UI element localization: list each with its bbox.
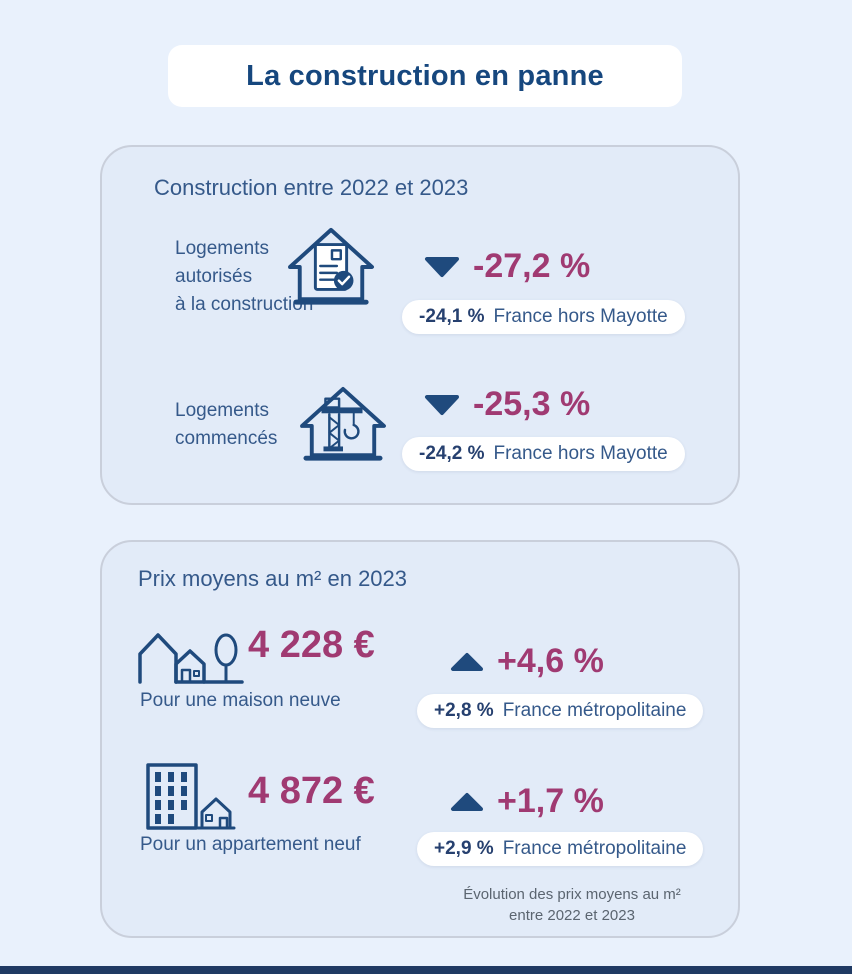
apartment-price: 4 872 € — [248, 770, 375, 812]
prices-panel: Prix moyens au m² en 2023 4 228 € Pour u… — [100, 540, 740, 938]
authorized-housing-label: Logements autorisés à la construction — [175, 238, 314, 315]
started-housing-label: Logements commencés — [175, 400, 278, 449]
comparison-value: +2,8 % — [434, 700, 494, 721]
comparison-value: +2,9 % — [434, 838, 494, 859]
down-arrow-icon — [425, 256, 459, 277]
page-title: La construction en panne — [246, 59, 604, 92]
authorized-housing-change: -27,2 % — [473, 247, 591, 285]
apartment-price-trend: +1,7 % — [450, 782, 604, 821]
down-arrow-icon — [425, 394, 459, 415]
comparison-value: -24,2 % — [419, 443, 485, 464]
construction-panel-header: Construction entre 2022 et 2023 — [154, 175, 469, 200]
house-price-change: +4,6 % — [497, 642, 604, 680]
house-price-caption: Pour une maison neuve — [140, 690, 341, 711]
comparison-scope: France métropolitaine — [502, 838, 687, 859]
started-housing-trend: -25,3 % — [424, 385, 590, 424]
apartment-price-change: +1,7 % — [497, 782, 604, 820]
construction-panel: Construction entre 2022 et 2023 Logement… — [100, 145, 740, 505]
house-permit-icon — [286, 225, 376, 309]
prices-panel-header: Prix moyens au m² en 2023 — [138, 566, 408, 591]
comparison-scope: France hors Mayotte — [493, 306, 668, 327]
apartment-price-comparison-pill: +2,9 % France métropolitaine — [417, 832, 704, 866]
comparison-scope: France hors Mayotte — [493, 443, 668, 464]
authorized-housing-trend: -27,2 % — [424, 247, 590, 286]
footer-bar — [0, 966, 852, 974]
prices-footnote: Évolution des prix moyens au m² entre 20… — [463, 886, 681, 924]
houses-tree-icon — [134, 630, 246, 686]
up-arrow-icon — [451, 652, 483, 671]
started-housing-change: -25,3 % — [473, 385, 591, 423]
apartment-price-caption: Pour un appartement neuf — [140, 834, 361, 855]
up-arrow-icon — [451, 792, 483, 811]
house-price-trend: +4,6 % — [450, 642, 604, 681]
page-title-card: La construction en panne — [168, 45, 682, 107]
comparison-scope: France métropolitaine — [502, 700, 687, 721]
house-crane-icon — [298, 385, 388, 465]
started-housing-comparison-pill: -24,2 % France hors Mayotte — [402, 437, 685, 471]
authorized-housing-comparison-pill: -24,1 % France hors Mayotte — [402, 300, 685, 334]
building-house-icon — [142, 760, 238, 832]
house-price-comparison-pill: +2,8 % France métropolitaine — [417, 694, 704, 728]
comparison-value: -24,1 % — [419, 306, 485, 327]
house-price: 4 228 € — [248, 624, 375, 666]
